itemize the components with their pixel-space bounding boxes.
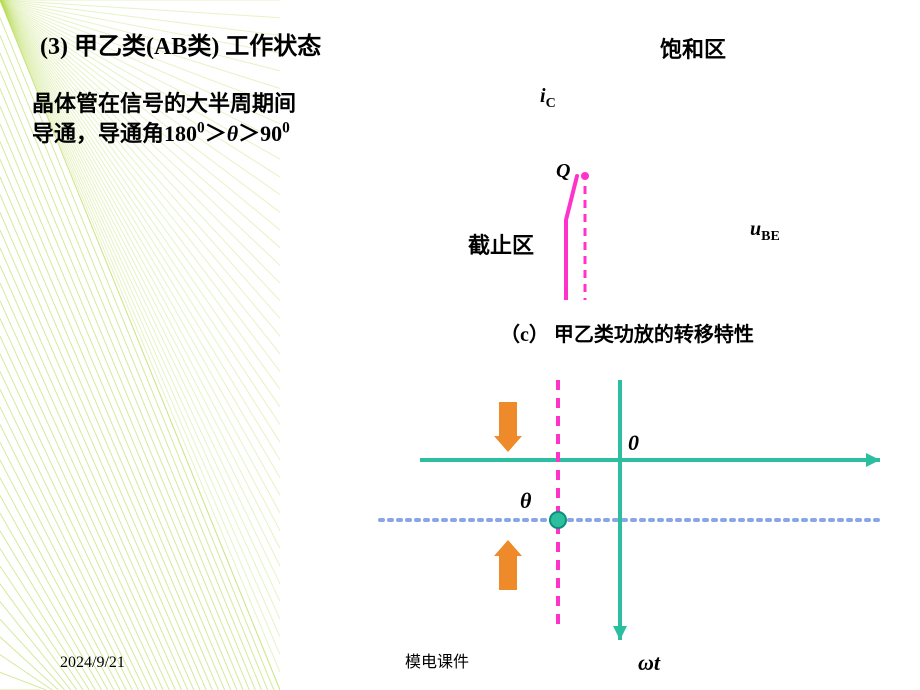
q-point-label: Q bbox=[556, 160, 570, 183]
omega-t-label: ωt bbox=[638, 650, 660, 676]
footer-right: 模电课件 bbox=[405, 648, 469, 672]
saturation-region-label: 饱和区 bbox=[660, 32, 726, 64]
theta-label: θ bbox=[520, 488, 531, 514]
zero-label: 0 bbox=[628, 430, 639, 456]
title-prefix: (3) bbox=[40, 34, 74, 60]
ic-axis-label: iC bbox=[540, 85, 556, 112]
top-chart-caption: （c） 甲乙类功放的转移特性 bbox=[500, 318, 754, 347]
cutoff-region-label: 截止区 bbox=[468, 228, 534, 260]
body-line2: 导通，导通角1800＞θ＞900 bbox=[32, 116, 290, 148]
bottom-angle-chart bbox=[340, 370, 900, 670]
footer-date: 2024/9/21 bbox=[60, 654, 125, 672]
body-line1: 晶体管在信号的大半周期间 bbox=[32, 86, 296, 118]
title-main: 甲乙类(AB类) 工作状态 bbox=[74, 34, 321, 60]
top-transfer-chart bbox=[430, 70, 850, 350]
section-title: (3) 甲乙类(AB类) 工作状态 bbox=[40, 26, 321, 61]
ube-axis-label: uBE bbox=[750, 218, 780, 245]
